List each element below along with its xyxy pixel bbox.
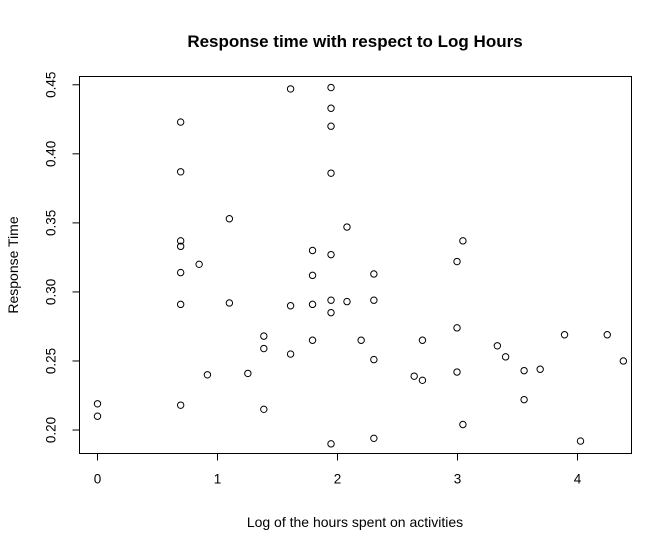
- data-point: [327, 104, 335, 112]
- y-tick-label: 0.20: [44, 417, 59, 443]
- data-point: [410, 372, 418, 380]
- data-point: [260, 344, 268, 353]
- data-point: [286, 302, 295, 310]
- data-point: [370, 296, 378, 304]
- data-point: [453, 324, 461, 332]
- data-point: [176, 401, 185, 409]
- data-point: [370, 355, 378, 364]
- x-axis: 0 1 2 3 4: [94, 453, 582, 487]
- data-point: [195, 260, 203, 269]
- data-point: [327, 296, 335, 304]
- data-point: [225, 299, 234, 307]
- y-axis-label: Response Time: [5, 216, 21, 313]
- data-point: [176, 168, 185, 176]
- data-point: [203, 371, 212, 379]
- y-tick-label: 0.35: [44, 210, 59, 236]
- data-point: [327, 83, 335, 92]
- x-tick-label: 3: [454, 472, 462, 487]
- data-point: [453, 368, 461, 376]
- y-tick-label: 0.25: [44, 348, 59, 374]
- data-point: [619, 357, 628, 365]
- data-point: [93, 400, 102, 408]
- data-point: [453, 257, 461, 266]
- data-point: [176, 237, 185, 245]
- data-point: [308, 246, 317, 255]
- data-point: [459, 420, 467, 429]
- x-axis-label: Log of the hours spent on activities: [247, 514, 463, 530]
- data-point: [176, 300, 185, 309]
- data-point: [520, 395, 528, 404]
- data-point: [418, 376, 427, 385]
- data-point: [176, 268, 185, 277]
- data-point: [225, 215, 234, 223]
- data-point: [459, 237, 467, 245]
- data-point: [308, 271, 317, 280]
- x-tick-label: 1: [214, 472, 222, 487]
- data-point: [327, 250, 335, 259]
- data-point: [370, 434, 378, 443]
- data-point: [327, 169, 335, 177]
- data-point: [560, 331, 569, 339]
- data-point: [327, 440, 335, 448]
- data-point: [286, 85, 295, 93]
- y-tick-label: 0.40: [44, 141, 59, 167]
- data-point: [308, 336, 317, 344]
- data-point: [93, 412, 102, 420]
- data-point: [176, 242, 185, 251]
- x-tick-label: 0: [94, 472, 102, 487]
- x-tick-label: 2: [334, 472, 342, 487]
- data-point: [260, 405, 268, 414]
- data-point: [520, 366, 528, 375]
- y-axis: 0.20 0.25 0.30 0.35 0.40 0.45: [44, 72, 80, 443]
- data-point: [343, 297, 351, 306]
- data-point: [308, 300, 317, 309]
- plot-frame: [79, 76, 632, 454]
- y-tick-label: 0.30: [44, 279, 59, 305]
- data-point: [286, 350, 295, 358]
- data-point: [493, 342, 502, 350]
- data-point: [501, 353, 510, 361]
- chart-title: Response time with respect to Log Hours: [187, 32, 522, 51]
- data-point: [576, 437, 585, 445]
- data-point: [418, 336, 427, 344]
- y-tick-label: 0.45: [44, 72, 59, 98]
- data-point: [343, 223, 351, 231]
- data-point: [357, 336, 365, 344]
- data-point: [244, 369, 252, 378]
- data-point: [327, 308, 335, 317]
- data-point: [536, 365, 544, 373]
- data-point: [603, 331, 611, 339]
- points-layer: [93, 83, 628, 448]
- x-tick-label: 4: [574, 472, 582, 487]
- data-point: [327, 122, 335, 130]
- data-point: [260, 332, 268, 340]
- data-point: [370, 270, 378, 278]
- data-point: [176, 118, 185, 126]
